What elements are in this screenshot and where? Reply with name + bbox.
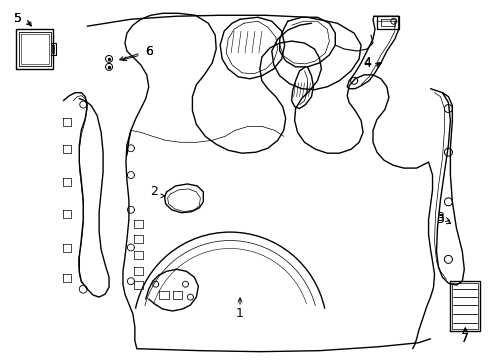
Text: 5: 5: [14, 12, 22, 25]
Text: 5: 5: [14, 12, 22, 25]
Text: 4: 4: [363, 57, 370, 71]
Text: 4: 4: [363, 57, 370, 69]
Text: 3: 3: [436, 213, 444, 226]
Text: 3: 3: [436, 211, 444, 224]
Text: 1: 1: [236, 307, 244, 320]
Text: 7: 7: [460, 332, 468, 345]
Text: 2: 2: [149, 185, 157, 198]
Text: 7: 7: [460, 332, 468, 345]
Text: 6: 6: [144, 45, 152, 58]
Text: 6: 6: [144, 45, 152, 58]
